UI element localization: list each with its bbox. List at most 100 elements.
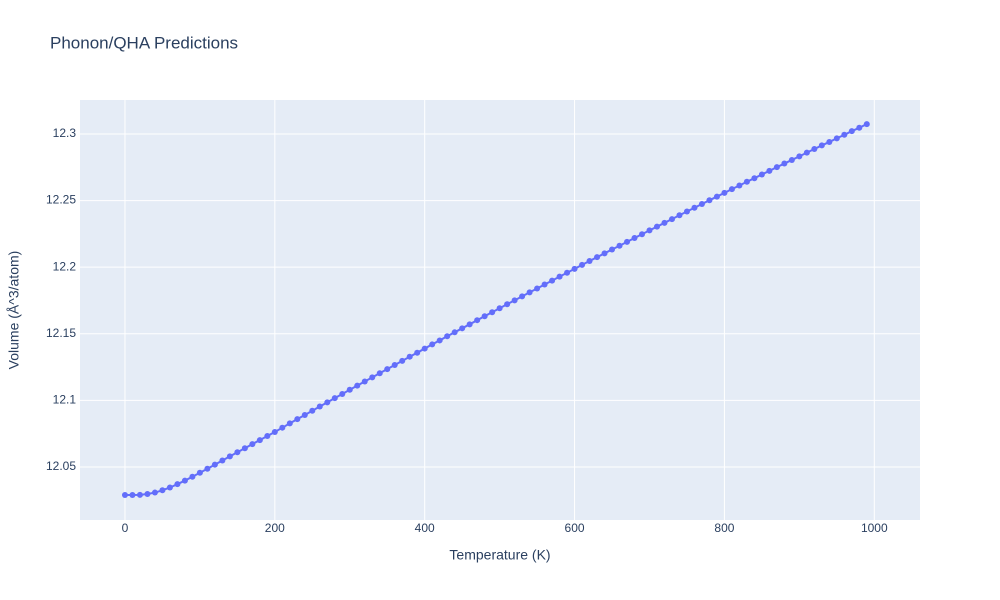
y-tick-label: 12.2: [53, 259, 77, 273]
marker: [841, 131, 848, 138]
marker: [638, 231, 645, 238]
y-tick-label: 12.05: [46, 459, 76, 473]
marker: [256, 437, 263, 444]
marker: [594, 254, 601, 261]
marker: [151, 489, 158, 496]
marker: [668, 216, 675, 223]
marker: [301, 412, 308, 419]
marker: [743, 178, 750, 185]
marker: [691, 204, 698, 211]
marker: [234, 449, 241, 456]
marker: [354, 382, 361, 389]
marker: [189, 473, 196, 480]
marker: [294, 416, 301, 423]
marker: [811, 146, 818, 153]
marker: [848, 128, 855, 135]
marker: [511, 297, 518, 304]
y-tick-label: 12.15: [46, 326, 76, 340]
marker: [324, 399, 331, 406]
marker: [316, 403, 323, 410]
marker: [721, 189, 728, 196]
marker: [264, 432, 271, 439]
marker: [676, 212, 683, 219]
marker: [159, 487, 166, 494]
marker: [474, 317, 481, 324]
marker: [683, 208, 690, 215]
marker: [624, 238, 631, 245]
marker: [758, 171, 765, 178]
marker: [616, 242, 623, 249]
marker: [331, 395, 338, 402]
chart-title: Phonon/QHA Predictions: [50, 33, 238, 52]
marker: [406, 353, 413, 360]
marker: [129, 491, 136, 498]
marker: [166, 484, 173, 491]
marker: [361, 378, 368, 385]
marker: [436, 337, 443, 344]
marker: [751, 175, 758, 182]
marker: [826, 138, 833, 145]
marker: [241, 445, 248, 452]
marker: [196, 469, 203, 476]
marker: [728, 186, 735, 193]
marker: [803, 149, 810, 156]
marker: [466, 321, 473, 328]
marker: [376, 370, 383, 377]
marker: [534, 285, 541, 292]
marker: [391, 361, 398, 368]
marker: [796, 153, 803, 160]
marker: [863, 121, 870, 128]
x-tick-label: 200: [265, 521, 285, 535]
marker: [781, 160, 788, 167]
marker: [856, 124, 863, 131]
y-tick-label: 12.25: [46, 193, 76, 207]
marker: [698, 201, 705, 208]
marker: [279, 424, 286, 431]
marker: [286, 420, 293, 427]
marker: [586, 258, 593, 265]
marker: [226, 453, 233, 460]
marker: [556, 273, 563, 280]
x-tick-label: 800: [714, 521, 734, 535]
line: [124, 123, 868, 496]
y-tick-label: 12.3: [53, 126, 77, 140]
marker: [369, 374, 376, 381]
marker: [249, 441, 256, 448]
marker: [309, 407, 316, 414]
marker: [631, 235, 638, 242]
marker: [459, 325, 466, 332]
marker: [579, 261, 586, 268]
marker: [211, 461, 218, 468]
marker: [713, 193, 720, 200]
marker: [706, 197, 713, 204]
marker: [818, 142, 825, 149]
marker: [271, 428, 278, 435]
marker: [399, 357, 406, 364]
marker: [496, 305, 503, 312]
marker: [219, 457, 226, 464]
marker: [451, 329, 458, 336]
y-tick-label: 12.1: [53, 393, 77, 407]
marker: [489, 309, 496, 316]
marker: [736, 182, 743, 189]
marker: [609, 246, 616, 253]
marker: [661, 219, 668, 226]
marker: [204, 465, 211, 472]
marker: [601, 250, 608, 257]
marker: [788, 156, 795, 163]
marker: [571, 265, 578, 272]
marker: [526, 289, 533, 296]
marker: [136, 491, 143, 498]
marker: [646, 227, 653, 234]
marker: [421, 345, 428, 352]
marker: [541, 281, 548, 288]
marker: [414, 349, 421, 356]
marker: [504, 301, 511, 308]
marker: [174, 481, 181, 488]
marker: [339, 390, 346, 397]
marker: [653, 223, 660, 230]
marker: [519, 293, 526, 300]
marker: [564, 269, 571, 276]
